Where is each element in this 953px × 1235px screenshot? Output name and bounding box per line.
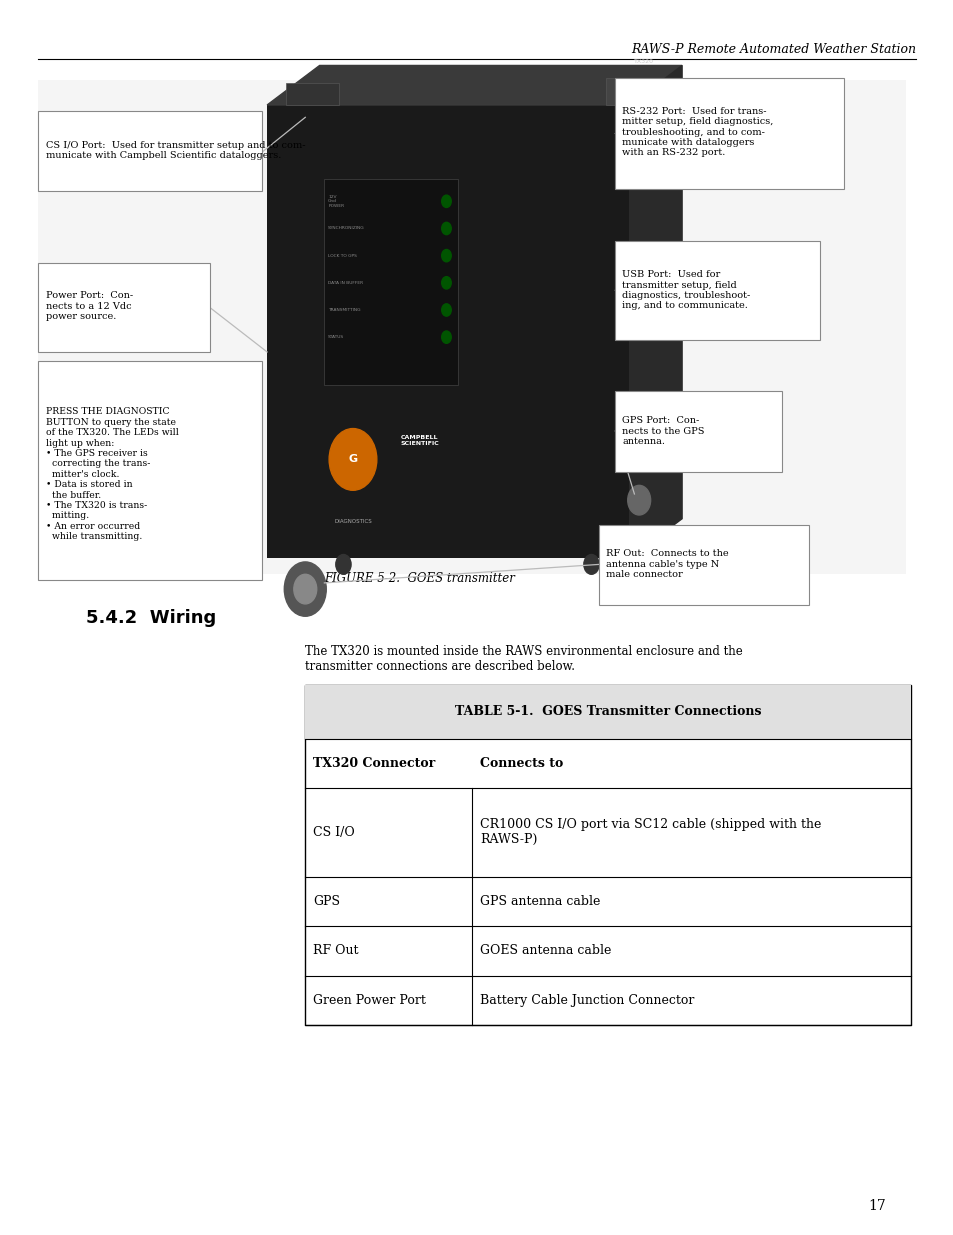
Bar <box>38 361 262 580</box>
Bar <box>598 525 808 605</box>
Bar <box>305 685 910 739</box>
Text: DIAGNOSTICS: DIAGNOSTICS <box>334 519 372 524</box>
Text: Connects to: Connects to <box>479 757 562 769</box>
Bar <box>615 241 820 340</box>
Text: CS I/O Port:  Used for transmitter setup and to com-
municate with Campbell Scie: CS I/O Port: Used for transmitter setup … <box>46 141 305 161</box>
Bar <box>267 105 629 558</box>
Text: 5.4.2  Wiring: 5.4.2 Wiring <box>86 609 216 627</box>
Text: DATA IN BUFFER: DATA IN BUFFER <box>328 280 363 285</box>
Text: RS-232 Port:  Used for trans-
mitter setup, field diagnostics,
troubleshooting, : RS-232 Port: Used for trans- mitter setu… <box>621 107 773 157</box>
Bar <box>324 179 457 385</box>
Text: TRANSMITTING: TRANSMITTING <box>328 308 360 312</box>
Text: Power Port:  Con-
nects to a 12 Vdc
power source.: Power Port: Con- nects to a 12 Vdc power… <box>46 291 132 321</box>
Circle shape <box>294 574 316 604</box>
Text: PRESS THE DIAGNOSTIC
BUTTON to query the state
of the TX320. The LEDs will
light: PRESS THE DIAGNOSTIC BUTTON to query the… <box>46 408 178 541</box>
Text: Battery Cable Junction Connector: Battery Cable Junction Connector <box>479 994 694 1007</box>
Bar <box>305 685 910 1025</box>
Text: CAMPBELL
SCIENTIFIC: CAMPBELL SCIENTIFIC <box>400 436 439 446</box>
Circle shape <box>335 555 351 574</box>
Text: RF Out: RF Out <box>313 945 358 957</box>
Text: GPS Port:  Con-
nects to the GPS
antenna.: GPS Port: Con- nects to the GPS antenna. <box>621 416 703 446</box>
Text: Green Power Port: Green Power Port <box>313 994 425 1007</box>
Text: GPS antenna cable: GPS antenna cable <box>479 895 599 908</box>
Circle shape <box>441 249 451 262</box>
Circle shape <box>441 304 451 316</box>
Text: TX320 Connector: TX320 Connector <box>313 757 435 769</box>
Bar <box>629 309 643 340</box>
Text: TABLE 5-1.  GOES Transmitter Connections: TABLE 5-1. GOES Transmitter Connections <box>455 705 760 719</box>
Text: STATUS: STATUS <box>328 335 344 340</box>
Circle shape <box>441 195 451 207</box>
Bar <box>615 391 781 472</box>
Circle shape <box>627 485 650 515</box>
Circle shape <box>441 277 451 289</box>
Text: FIGURE 5-2.  GOES transmitter: FIGURE 5-2. GOES transmitter <box>324 572 515 585</box>
Text: LOCK TO GPS: LOCK TO GPS <box>328 253 356 258</box>
Circle shape <box>329 429 376 490</box>
Text: 17: 17 <box>868 1199 885 1213</box>
Text: RAWS-P Remote Automated Weather Station: RAWS-P Remote Automated Weather Station <box>630 42 915 56</box>
Text: CR1000 CS I/O port via SC12 cable (shipped with the
RAWS-P): CR1000 CS I/O port via SC12 cable (shipp… <box>479 819 821 846</box>
Bar <box>38 111 262 191</box>
Text: G: G <box>348 454 357 464</box>
Bar <box>38 263 210 352</box>
Text: GPS: GPS <box>313 895 339 908</box>
Bar <box>615 78 843 189</box>
Text: The TX320 is mounted inside the RAWS environmental enclosure and the
transmitter: The TX320 is mounted inside the RAWS env… <box>305 645 742 673</box>
Text: USB Port:  Used for
transmitter setup, field
diagnostics, troubleshoot-
ing, and: USB Port: Used for transmitter setup, fi… <box>621 270 749 310</box>
Text: TX320: TX320 <box>634 59 653 64</box>
Bar <box>286 83 338 105</box>
Text: CS I/O: CS I/O <box>313 826 355 839</box>
Bar <box>605 78 658 105</box>
Text: SYNCHRONIZING: SYNCHRONIZING <box>328 226 364 231</box>
Circle shape <box>284 562 326 616</box>
Polygon shape <box>267 65 681 105</box>
Text: RF Out:  Connects to the
antenna cable's type N
male connector: RF Out: Connects to the antenna cable's … <box>605 550 728 579</box>
Text: 12V
Gnd
POWER: 12V Gnd POWER <box>328 195 344 207</box>
Text: GOES antenna cable: GOES antenna cable <box>479 945 611 957</box>
Polygon shape <box>629 65 681 558</box>
Circle shape <box>441 222 451 235</box>
Circle shape <box>441 331 451 343</box>
Circle shape <box>583 555 598 574</box>
Bar <box>38 80 905 574</box>
